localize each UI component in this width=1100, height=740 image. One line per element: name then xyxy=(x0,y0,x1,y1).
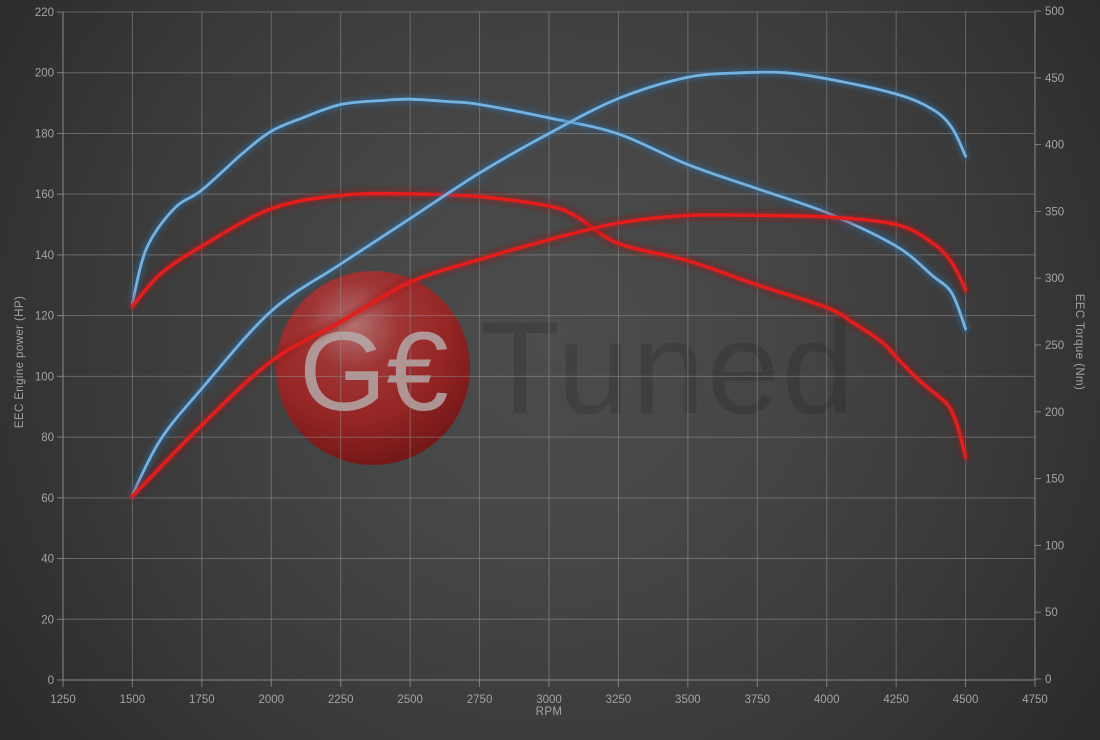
x-tick-label: 1500 xyxy=(120,694,146,706)
left-tick-label: 60 xyxy=(41,493,54,505)
left-tick-label: 180 xyxy=(35,128,54,140)
left-tick-label: 20 xyxy=(41,614,54,626)
right-tick-label: 250 xyxy=(1045,340,1064,352)
watermark-brand-text: Tuned xyxy=(480,294,857,441)
curve-line-original-torque xyxy=(130,191,968,459)
right-tick-label: 150 xyxy=(1045,474,1064,486)
left-tick-label: 80 xyxy=(41,432,54,444)
right-tick-label: 400 xyxy=(1045,140,1064,152)
x-tick-label: 3500 xyxy=(675,694,701,706)
axes xyxy=(57,10,1041,687)
left-axis-title: EEC Engine power (HP) xyxy=(14,295,26,429)
curve-tuned-power xyxy=(128,67,970,499)
left-tick-label: 100 xyxy=(35,371,54,383)
curve-original-power xyxy=(127,210,971,501)
x-axis-title: RPM xyxy=(535,706,563,718)
watermark-circle xyxy=(276,271,470,465)
x-tick-label: 2250 xyxy=(328,694,354,706)
left-tick-label: 220 xyxy=(35,7,54,19)
x-tick-label: 4500 xyxy=(953,694,979,706)
x-tick-label: 1750 xyxy=(189,694,215,706)
series-curves xyxy=(127,67,971,501)
right-tick-label: 300 xyxy=(1045,273,1064,285)
right-axis-title: EEC Torque (Nm) xyxy=(1073,293,1085,391)
watermark: G€ Tuned xyxy=(276,271,857,465)
x-tick-label: 3750 xyxy=(744,694,770,706)
right-tick-label: 450 xyxy=(1045,73,1064,85)
right-tick-label: 500 xyxy=(1045,6,1064,18)
curve-tuned-torque xyxy=(128,95,970,334)
right-tick-label: 200 xyxy=(1045,407,1064,419)
x-tick-label: 4000 xyxy=(814,694,840,706)
x-tick-label: 4250 xyxy=(883,694,909,706)
right-tick-label: 100 xyxy=(1045,540,1064,552)
left-tick-label: 160 xyxy=(35,189,54,201)
curve-line-original-power xyxy=(130,213,968,499)
x-tick-label: 3250 xyxy=(606,694,632,706)
right-tick-label: 0 xyxy=(1045,674,1051,686)
curve-original-torque xyxy=(127,189,971,462)
x-tick-label: 2750 xyxy=(467,694,493,706)
curve-line-tuned-torque xyxy=(131,97,967,331)
x-tick-label: 1250 xyxy=(50,694,76,706)
x-tick-label: 2500 xyxy=(397,694,423,706)
x-tick-label: 4750 xyxy=(1022,694,1048,706)
tick-labels: 0 20 40 60 80 100 120 140 160 180 200 220 0 50 100 150 2… xyxy=(35,6,1064,706)
left-tick-label: 0 xyxy=(48,675,54,687)
x-tick-label: 2000 xyxy=(258,694,284,706)
left-tick-label: 140 xyxy=(35,250,54,262)
left-tick-label: 200 xyxy=(35,68,54,80)
right-tick-label: 50 xyxy=(1045,607,1058,619)
left-tick-label: 40 xyxy=(41,554,54,566)
curve-line-tuned-power xyxy=(131,70,967,497)
x-tick-label: 3000 xyxy=(536,694,562,706)
left-tick-label: 120 xyxy=(35,311,54,323)
right-tick-label: 350 xyxy=(1045,206,1064,218)
